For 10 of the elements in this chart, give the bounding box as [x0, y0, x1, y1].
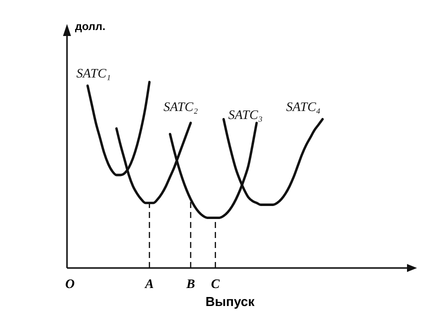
series-label: SATC₄	[286, 99, 322, 114]
x-tick-label: C	[211, 276, 220, 291]
series-label: SATC₁	[76, 66, 111, 81]
series-label: SATC₂	[163, 98, 198, 114]
x-tick-label: O	[65, 276, 76, 291]
series-label: SATC₃	[228, 106, 263, 122]
x-tick-label: A	[144, 276, 154, 291]
x-axis-title: Выпуск	[206, 294, 255, 309]
y-axis-title: долл.	[75, 21, 106, 33]
x-tick-label: B	[185, 276, 196, 291]
